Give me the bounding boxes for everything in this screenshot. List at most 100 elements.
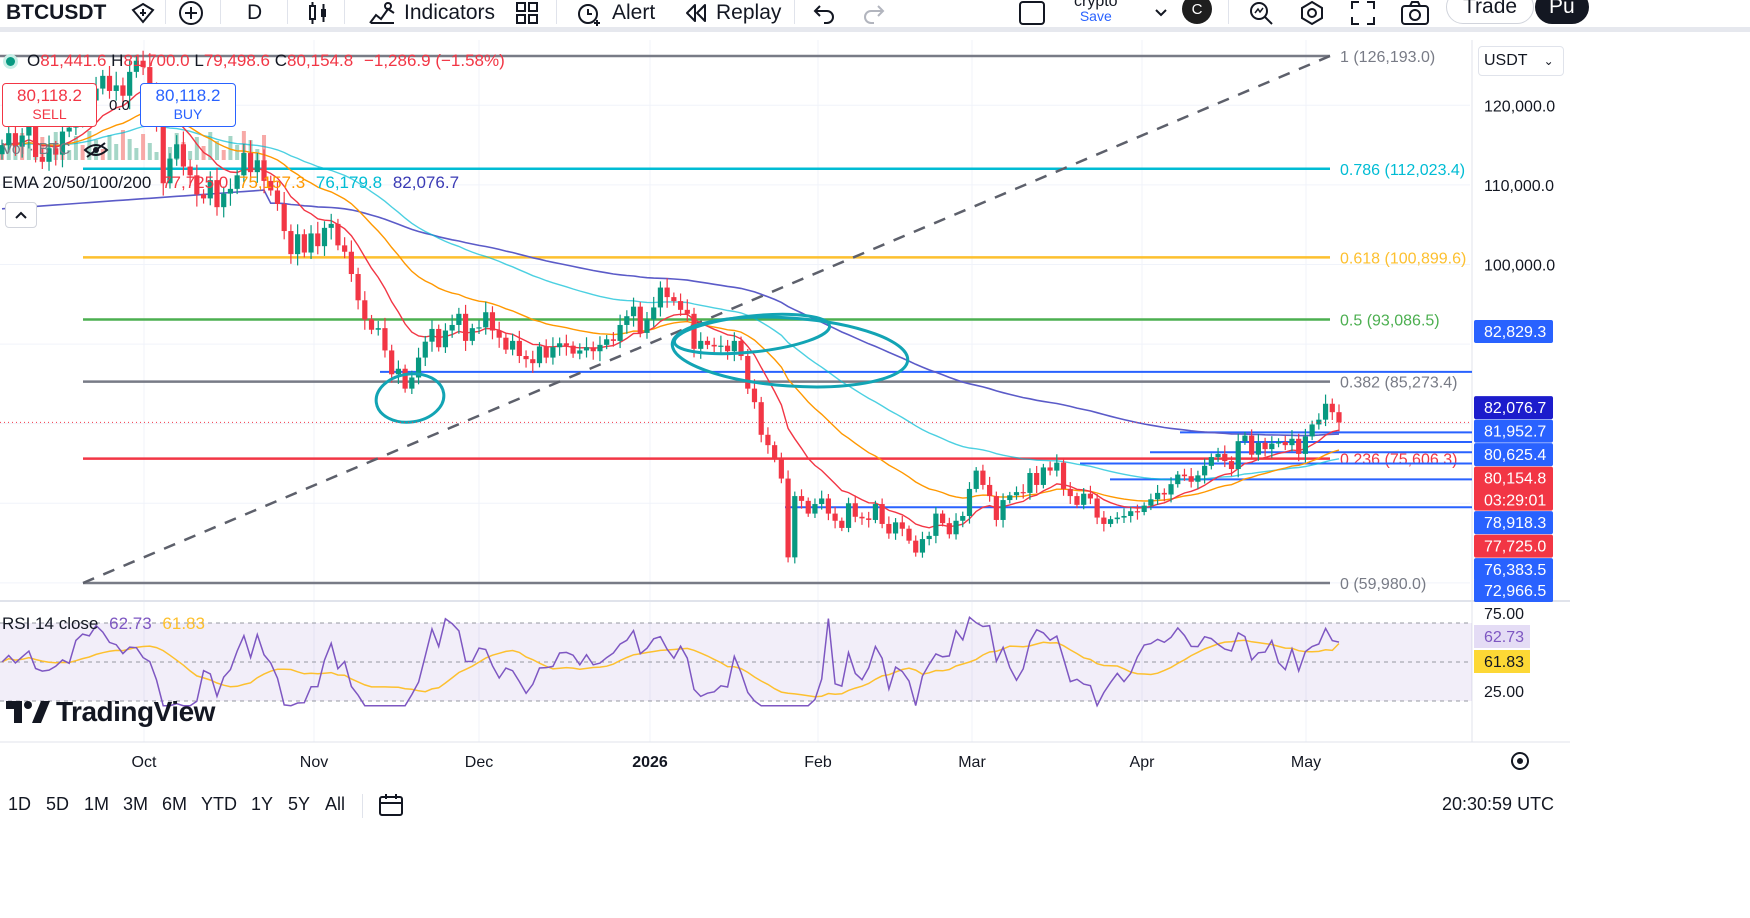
range-all-button[interactable]: All bbox=[325, 794, 346, 814]
candle-body-down bbox=[805, 500, 811, 514]
volume-bar bbox=[221, 150, 226, 160]
eye-crossed-icon[interactable] bbox=[83, 141, 109, 159]
circled-low-annotation bbox=[374, 372, 446, 424]
chart-type-button[interactable] bbox=[306, 0, 330, 26]
symbol-label: BTCUSDT bbox=[6, 1, 107, 24]
candle-body-down bbox=[940, 513, 946, 524]
ema-200-value: 82,076.7 bbox=[392, 173, 460, 192]
candle-body-up bbox=[469, 328, 475, 341]
range-ytd-button[interactable]: YTD bbox=[201, 794, 237, 814]
fullscreen-button[interactable] bbox=[1350, 0, 1376, 26]
rsi-axis-label: 75.00 bbox=[1484, 606, 1524, 623]
candle-body-up bbox=[100, 75, 106, 89]
layout-menu-button[interactable] bbox=[1154, 0, 1168, 26]
candle-body-up bbox=[59, 131, 66, 155]
goto-date-button[interactable] bbox=[378, 792, 404, 823]
candle-body-up bbox=[624, 316, 630, 325]
symbol-search-button[interactable]: BTCUSDT bbox=[6, 0, 106, 26]
volume-bar bbox=[228, 136, 233, 160]
candle-body-up bbox=[953, 520, 959, 535]
range-1y-button[interactable]: 1Y bbox=[251, 794, 274, 814]
candle-body-up bbox=[536, 346, 543, 364]
time-axis-label: Mar bbox=[958, 754, 986, 771]
axis-settings-icon bbox=[1511, 752, 1529, 770]
candle-body-up bbox=[409, 377, 415, 389]
candle-body-up bbox=[557, 343, 563, 348]
range-6m-button[interactable]: 6M bbox=[162, 794, 188, 814]
save-layout-button[interactable]: crypto Save bbox=[1074, 0, 1118, 26]
candle-body-down bbox=[946, 523, 952, 535]
collapse-legend-button[interactable] bbox=[5, 202, 37, 228]
candle-body-up bbox=[1208, 457, 1214, 466]
sell-button[interactable]: 80,118.2 SELL bbox=[2, 83, 97, 127]
search-icon bbox=[1250, 2, 1273, 25]
fib-level-label: 0.5 (93,086.5) bbox=[1340, 313, 1440, 330]
candle-body-down bbox=[53, 148, 59, 155]
candle-body-up bbox=[604, 339, 610, 345]
bottom-toolbar: 1D 5D 1M 3M 6M YTD 1Y 5Y All 20:30:59 UT… bbox=[0, 784, 1750, 824]
user-menu-button[interactable]: C bbox=[1182, 0, 1212, 26]
compare-symbol-button[interactable] bbox=[130, 0, 156, 26]
candle-body-down bbox=[368, 319, 375, 330]
publish-label: Pu bbox=[1549, 0, 1575, 18]
settings-button[interactable] bbox=[1298, 0, 1326, 26]
candle-body-up bbox=[731, 340, 737, 352]
candle-body-up bbox=[892, 522, 899, 534]
candle-body-up bbox=[429, 328, 435, 342]
add-symbol-button[interactable] bbox=[178, 0, 204, 26]
candle-body-down bbox=[1329, 403, 1335, 413]
range-5d-button[interactable]: 5D bbox=[46, 794, 70, 814]
ema-label: EMA 20/50/100/200 bbox=[2, 173, 152, 192]
candle-body-up bbox=[66, 127, 72, 132]
candle-body-down bbox=[402, 368, 408, 389]
candle-body-down bbox=[993, 496, 999, 520]
candle-body-up bbox=[1141, 505, 1147, 513]
plus-circle-icon bbox=[179, 1, 203, 25]
range-1m-button[interactable]: 1M bbox=[84, 794, 110, 814]
candle-body-up bbox=[6, 133, 12, 146]
buy-button[interactable]: 80,118.2 BUY bbox=[140, 83, 236, 127]
candle-body-down bbox=[859, 516, 865, 519]
publish-button[interactable]: Pu bbox=[1535, 0, 1589, 24]
alert-button[interactable]: Alert bbox=[576, 0, 655, 26]
candle-body-down bbox=[906, 528, 912, 541]
candle-body-down bbox=[301, 234, 307, 253]
volume-bar bbox=[114, 144, 119, 160]
replay-button[interactable]: Replay bbox=[684, 0, 781, 26]
candle-body-down bbox=[348, 251, 354, 275]
currency-selector[interactable]: USDT ⌄ bbox=[1478, 46, 1564, 76]
time-axis-label: Oct bbox=[132, 754, 157, 771]
redo-button[interactable] bbox=[862, 0, 886, 26]
volume-bar bbox=[262, 135, 267, 160]
candle-body-up bbox=[234, 175, 240, 189]
undo-button[interactable] bbox=[812, 0, 836, 26]
quick-search-button[interactable] bbox=[1248, 0, 1274, 26]
open-value: 81,441.6 bbox=[40, 51, 107, 70]
utc-clock[interactable]: 20:30:59 UTC bbox=[1442, 794, 1555, 814]
range-3m-button[interactable]: 3M bbox=[123, 794, 149, 814]
change-value: −1,286.9 (−1.58%) bbox=[363, 51, 505, 70]
range-5y-button[interactable]: 5Y bbox=[288, 794, 311, 814]
layout-button[interactable] bbox=[1018, 0, 1046, 26]
snapshot-button[interactable] bbox=[1400, 0, 1430, 26]
price-axis-label: 120,000.0 bbox=[1484, 98, 1555, 115]
camera-icon bbox=[1401, 1, 1429, 25]
volume-bar bbox=[80, 145, 85, 160]
rsi-legend[interactable]: RSI 14 close 62.73 61.83 bbox=[2, 614, 205, 634]
indicators-button[interactable]: Indicators bbox=[368, 0, 495, 26]
interval-button[interactable]: D bbox=[247, 0, 262, 26]
candle-body-up bbox=[1154, 492, 1161, 500]
price-tag bbox=[1474, 396, 1553, 420]
templates-button[interactable] bbox=[514, 0, 540, 26]
candle-body-up bbox=[819, 498, 825, 505]
avatar: C bbox=[1182, 0, 1212, 24]
volume-legend[interactable]: Vol · BTC bbox=[2, 141, 109, 159]
candle-body-down bbox=[261, 160, 267, 181]
candle-body-down bbox=[315, 233, 321, 247]
range-1d-button[interactable]: 1D bbox=[8, 794, 32, 814]
candle-body-down bbox=[496, 330, 502, 338]
candle-body-down bbox=[106, 75, 113, 91]
price-chart[interactable]: 1 (126,193.0) 0.786 (112,023.4) 0.618 (100… bbox=[0, 0, 1570, 780]
ema-legend[interactable]: EMA 20/50/100/200 77,725.0 75,157.3 76,1… bbox=[2, 173, 459, 193]
price-tag-label: 82,076.7 bbox=[1484, 400, 1546, 417]
